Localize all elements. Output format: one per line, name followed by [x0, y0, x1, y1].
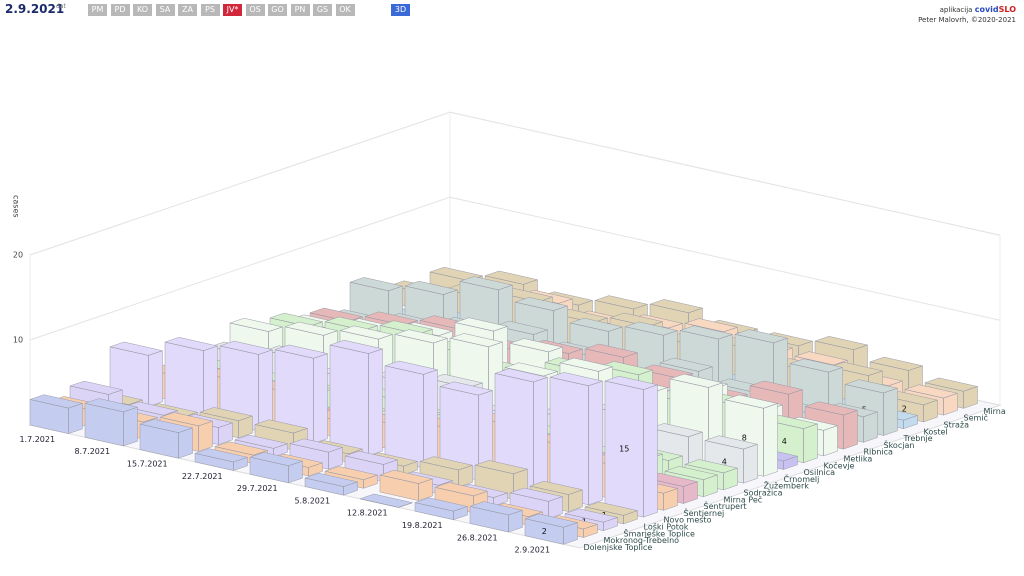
- app-b: SLO: [998, 5, 1016, 14]
- series-label: Kostel: [924, 427, 948, 436]
- app-name: aplikacija covidSLO: [940, 5, 1016, 14]
- menu-button[interactable]: ZA: [178, 4, 197, 16]
- series-label: Dolenjske Toplice: [584, 543, 653, 552]
- series-label: Semič: [964, 413, 988, 423]
- bar: [249, 452, 303, 484]
- x-tick-label: 26.8.2021: [457, 533, 498, 542]
- menu-button[interactable]: OS: [245, 4, 265, 16]
- bar: [194, 448, 248, 471]
- y-tick-label: 10: [13, 336, 23, 345]
- series-label: Sodražica: [744, 488, 783, 497]
- series-label: Loški Potok: [644, 521, 689, 531]
- bar: [329, 339, 383, 456]
- series-label: Žužemberk: [764, 480, 810, 491]
- series-label: Šentrupert: [704, 500, 747, 511]
- menu-button[interactable]: PM: [88, 4, 107, 16]
- menu-button[interactable]: SA: [155, 4, 175, 16]
- menu-button[interactable]: JV*: [223, 4, 242, 16]
- bar: [234, 434, 288, 458]
- bar: [604, 375, 658, 518]
- bar: [84, 398, 138, 447]
- series-label: Metlika: [844, 454, 873, 463]
- menu-button[interactable]: KO: [133, 4, 152, 16]
- series-label: Novo mesto: [664, 516, 712, 525]
- x-tick-label: 5.8.2021: [294, 496, 330, 505]
- bar: [469, 501, 523, 533]
- bar: [384, 360, 438, 469]
- app-a: covid: [974, 5, 999, 14]
- y-axis-label: cases: [12, 195, 21, 218]
- date[interactable]: 2.9.2021: [5, 2, 65, 16]
- series-label: Kočevje: [824, 460, 855, 470]
- series-label: Šmarješke Toplice: [624, 527, 696, 538]
- series-label: Straža: [944, 420, 970, 429]
- value-label: 4: [722, 457, 727, 466]
- grid-line: [29, 111, 1001, 256]
- app-prefix: aplikacija: [939, 6, 973, 14]
- bar: [524, 513, 578, 545]
- author: Peter Malovrh, ©2020-2021: [918, 16, 1016, 24]
- value-label: 8: [742, 434, 747, 443]
- value-label: 15: [619, 445, 629, 454]
- x-tick-label: 2.9.2021: [514, 546, 550, 555]
- menu-button[interactable]: OK: [335, 4, 355, 16]
- mode-button[interactable]: 3D: [391, 4, 410, 16]
- series-label: Osilnica: [804, 468, 836, 477]
- series-label: Šentjernej: [684, 507, 725, 518]
- series-label: Ribnica: [864, 448, 894, 457]
- y-tick-label: 20: [13, 251, 23, 260]
- series-label: Mirna: [984, 407, 1006, 416]
- bar: [304, 472, 358, 496]
- series-label: Mokronog-Trebelno: [604, 536, 680, 545]
- series-label: Črnomelj: [784, 473, 820, 484]
- series-label: Trebnje: [903, 434, 933, 443]
- menu-button[interactable]: GO: [268, 4, 287, 16]
- series-label: Mirna Peč: [724, 494, 763, 504]
- bar: [359, 493, 413, 508]
- bar: [494, 368, 548, 493]
- grid-line: [29, 196, 1001, 341]
- value-label: 2: [542, 527, 547, 536]
- x-tick-label: 19.8.2021: [402, 521, 443, 530]
- menu-button[interactable]: PD: [110, 4, 130, 16]
- x-tick-label: 15.7.2021: [127, 459, 168, 468]
- x-tick-label: 8.7.2021: [74, 447, 110, 456]
- x-tick-label: 1.7.2021: [19, 435, 55, 444]
- date-hint: dat: [56, 3, 66, 10]
- menu-button[interactable]: PS: [200, 4, 220, 16]
- bar: [29, 394, 83, 434]
- bar: [584, 501, 638, 525]
- x-tick-label: 22.7.2021: [182, 472, 223, 481]
- menu-button[interactable]: PN: [290, 4, 310, 16]
- x-tick-label: 12.8.2021: [347, 509, 388, 518]
- x-tick-label: 29.7.2021: [237, 484, 278, 493]
- bar: [379, 469, 433, 501]
- bar: [549, 372, 603, 506]
- bar: [139, 419, 193, 459]
- menu-button[interactable]: GS: [313, 4, 332, 16]
- series-label: Škocjan: [884, 439, 915, 450]
- value-label: 4: [782, 437, 787, 446]
- value-label: 2: [902, 405, 907, 414]
- bar: [414, 497, 468, 520]
